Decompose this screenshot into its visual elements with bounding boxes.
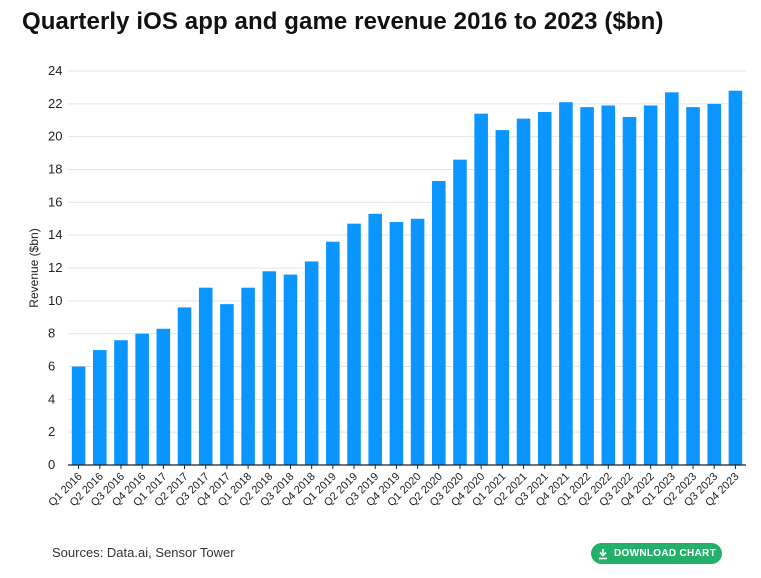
bar-q1-2021 xyxy=(495,130,510,465)
bar-q4-2022 xyxy=(643,105,658,466)
bar-q3-2019 xyxy=(368,213,382,465)
bar-q3-2018 xyxy=(283,274,298,465)
y-tick-label: 6 xyxy=(48,359,55,374)
y-axis-label: Revenue ($bn) xyxy=(27,228,41,307)
bar-chart: 0 2 4 6 8 10 12 14 16 18 20 22 24 Revenue ($bn) Q1 201… xyxy=(0,50,761,520)
download-icon xyxy=(597,548,609,560)
y-tick-label: 12 xyxy=(48,260,62,275)
bar-q1-2019 xyxy=(326,241,340,465)
bar-q2-2021 xyxy=(516,118,531,466)
bar-q4-2017 xyxy=(220,304,234,465)
bar-q2-2019 xyxy=(347,223,361,465)
y-tick-label: 24 xyxy=(48,63,62,78)
bar-q4-2023 xyxy=(728,90,743,465)
bar-q2-2018 xyxy=(262,271,277,465)
bar-q2-2022 xyxy=(601,105,616,466)
bar-q2-2020 xyxy=(432,180,446,466)
bar-q1-2022 xyxy=(580,107,594,465)
download-chart-button[interactable]: DOWNLOAD CHART xyxy=(591,543,722,564)
bar-q4-2019 xyxy=(389,222,404,465)
bar-q4-2020 xyxy=(474,113,488,466)
y-tick-label: 8 xyxy=(48,326,55,341)
chart-title: Quarterly iOS app and game revenue 2016 … xyxy=(22,8,664,35)
y-tick-label: 20 xyxy=(48,129,62,144)
y-tick-label: 4 xyxy=(48,391,55,406)
bar-q3-2021 xyxy=(537,112,552,465)
bar-q1-2017 xyxy=(156,328,171,465)
bar-q4-2018 xyxy=(304,261,319,465)
bar-q3-2020 xyxy=(453,159,467,465)
bar-q1-2020 xyxy=(410,218,425,465)
y-tick-label: 14 xyxy=(48,227,62,242)
bar-q4-2016 xyxy=(135,333,149,465)
bar-q2-2017 xyxy=(177,307,192,465)
y-tick-label: 0 xyxy=(48,457,55,472)
bar-q3-2022 xyxy=(622,116,637,465)
bar-q1-2016 xyxy=(71,366,86,465)
y-tick-label: 16 xyxy=(48,194,62,209)
y-tick-label: 18 xyxy=(48,162,62,177)
download-chart-label: DOWNLOAD CHART xyxy=(614,548,716,559)
bar-q2-2023 xyxy=(686,107,700,465)
bar-q2-2016 xyxy=(93,350,107,465)
bar-q4-2021 xyxy=(559,102,573,465)
bar-q3-2017 xyxy=(198,287,213,465)
bar-q1-2018 xyxy=(241,287,255,465)
y-tick-label: 22 xyxy=(48,96,62,111)
bar-q3-2023 xyxy=(707,103,721,465)
y-tick-label: 2 xyxy=(48,424,55,439)
bar-q3-2016 xyxy=(114,340,128,465)
source-note: Sources: Data.ai, Sensor Tower xyxy=(52,545,235,560)
bar-q1-2023 xyxy=(665,92,679,465)
y-tick-label: 10 xyxy=(48,293,62,308)
